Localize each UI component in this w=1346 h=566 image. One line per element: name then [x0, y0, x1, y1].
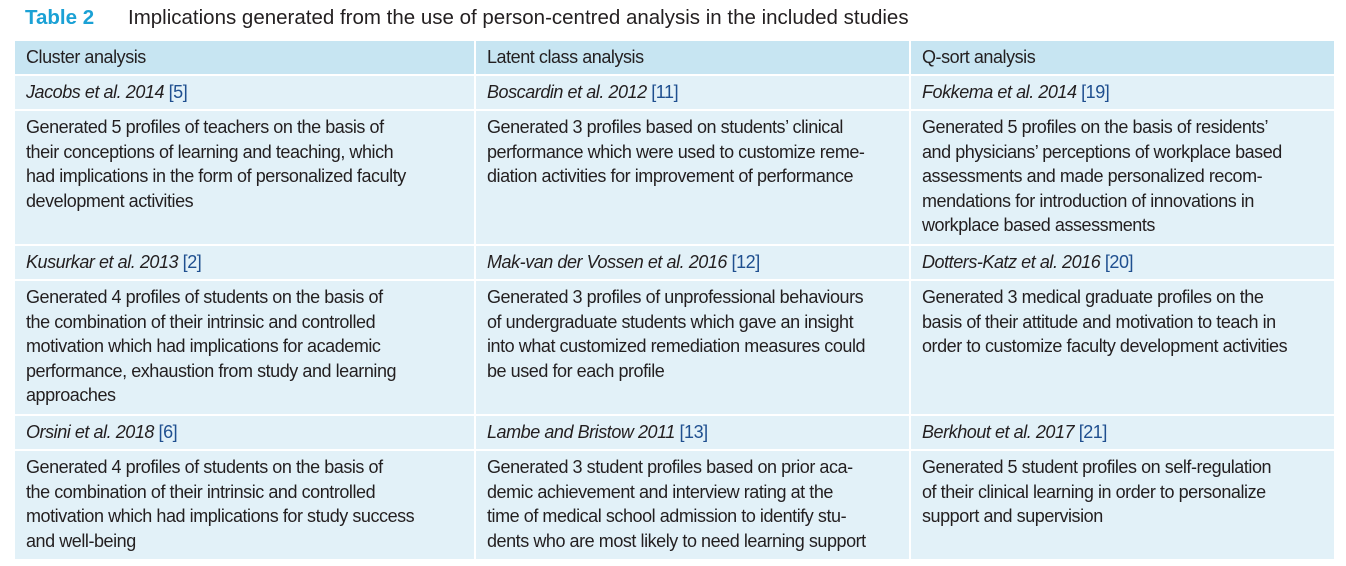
- citation-cell: Jacobs et al. 2014 [5]: [13, 74, 476, 111]
- author: Jacobs et al. 2014: [26, 82, 165, 102]
- text-line: into what customized remediation measure…: [487, 336, 866, 357]
- reference: [13]: [679, 421, 708, 442]
- author: Lambe and Bristow 2011: [487, 421, 675, 442]
- content-row: Generated 4 profiles of students on the …: [13, 278, 1336, 416]
- description-cell: Generated 5 student profiles on self-reg…: [909, 448, 1336, 562]
- text-line: demic achievement and interview rating a…: [487, 481, 833, 502]
- citation-row: Orsini et al. 2018 [6] Lambe and Bristow …: [13, 413, 1336, 451]
- content-row: Generated 5 profiles of teachers on the …: [13, 109, 1336, 246]
- text-line: diation activities for improvement of pe…: [487, 166, 854, 187]
- text-line: Generated 3 medical graduate profiles on…: [922, 286, 1264, 307]
- text-line: assessments and made personalized recom-: [922, 166, 1263, 187]
- text-line: Generated 5 profiles on the basis of res…: [922, 117, 1269, 137]
- text-line: Generated 3 profiles based on students’ …: [487, 117, 843, 137]
- author: Dotters-Katz et al. 2016: [922, 251, 1101, 272]
- text-line: Generated 3 profiles of unprofessional b…: [487, 286, 864, 307]
- reference: [5]: [168, 82, 188, 102]
- reference: [20]: [1104, 251, 1134, 272]
- author: Kusurkar et al. 2013: [26, 251, 179, 272]
- author: Orsini et al. 2018: [26, 421, 154, 442]
- reference: [11]: [651, 82, 679, 102]
- text-line: order to customize faculty development a…: [922, 336, 1288, 357]
- text-line: motivation which had implications for ac…: [26, 336, 381, 357]
- table-caption: Table 2 Implications generated from the u…: [25, 6, 909, 30]
- text-line: Generated 4 profiles of students on the …: [26, 286, 383, 307]
- description-cell: Generated 3 medical graduate profiles on…: [909, 278, 1336, 416]
- text-line: be used for each profile: [487, 360, 665, 381]
- description-cell: Generated 4 profiles of students on the …: [13, 278, 476, 416]
- text-line: Generated 3 student profiles based on pr…: [487, 456, 853, 477]
- citation-row: Jacobs et al. 2014 [5] Boscardin et al. 2…: [13, 74, 1336, 111]
- text-line: had implications in the form of personal…: [26, 166, 406, 187]
- text-line: the combination of their intrinsic and c…: [26, 481, 376, 502]
- description-cell: Generated 3 profiles based on students’ …: [474, 109, 911, 246]
- text-line: motivation which had implications for st…: [26, 506, 415, 527]
- citation-cell: Lambe and Bristow 2011 [13]: [474, 413, 911, 451]
- reference: [2]: [182, 251, 202, 272]
- description-cell: Generated 3 profiles of unprofessional b…: [474, 278, 911, 416]
- description-cell: Generated 3 student profiles based on pr…: [474, 448, 911, 562]
- citation-cell: Kusurkar et al. 2013 [2]: [13, 243, 476, 281]
- column-header: Cluster analysis: [13, 39, 476, 76]
- author: Berkhout et al. 2017: [922, 421, 1075, 442]
- text-line: development activities: [26, 190, 194, 211]
- author: Mak-van der Vossen et al. 2016: [487, 251, 727, 272]
- author: Fokkema et al. 2014: [922, 82, 1077, 102]
- citation-cell: Mak-van der Vossen et al. 2016 [12]: [474, 243, 911, 281]
- description-cell: Generated 5 profiles of teachers on the …: [13, 109, 476, 246]
- header-row: Cluster analysis Latent class analysis Q-s…: [13, 39, 1336, 76]
- content-row: Generated 4 profiles of students on the …: [13, 448, 1336, 562]
- reference: [19]: [1081, 82, 1110, 102]
- text-line: Generated 5 student profiles on self-reg…: [922, 456, 1272, 477]
- text-line: workplace based assessments: [922, 215, 1155, 236]
- text-line: mendations for introduction of innovatio…: [922, 190, 1254, 211]
- citation-cell: Dotters-Katz et al. 2016 [20]: [909, 243, 1336, 281]
- table-label: Table 2: [25, 6, 95, 29]
- text-line: time of medical school admission to iden…: [487, 506, 847, 527]
- reference: [12]: [731, 251, 761, 272]
- column-header: Q-sort analysis: [909, 39, 1336, 76]
- description-cell: Generated 4 profiles of students on the …: [13, 448, 476, 562]
- text-line: approaches: [26, 385, 116, 406]
- reference: [21]: [1078, 421, 1108, 442]
- text-line: and physicians’ perceptions of workplace…: [922, 141, 1282, 162]
- text-line: basis of their attitude and motivation t…: [922, 311, 1276, 332]
- reference: [6]: [158, 421, 178, 442]
- citation-cell: Fokkema et al. 2014 [19]: [909, 74, 1336, 111]
- text-line: Generated 4 profiles of students on the …: [26, 456, 383, 477]
- text-line: Generated 5 profiles of teachers on the …: [26, 117, 384, 137]
- text-line: their conceptions of learning and teachi…: [26, 141, 394, 162]
- description-cell: Generated 5 profiles on the basis of res…: [909, 109, 1336, 246]
- citation-cell: Boscardin et al. 2012 [11]: [474, 74, 911, 111]
- text-line: of undergraduate students which gave an …: [487, 311, 854, 332]
- text-line: dents who are most likely to need learni…: [487, 530, 866, 551]
- citation-row: Kusurkar et al. 2013 [2] Mak-van der Voss…: [13, 243, 1336, 281]
- text-line: support and supervision: [922, 506, 1103, 527]
- citation-cell: Berkhout et al. 2017 [21]: [909, 413, 1336, 451]
- citation-cell: Orsini et al. 2018 [6]: [13, 413, 476, 451]
- text-line: of their clinical learning in order to p…: [922, 481, 1266, 502]
- text-line: performance which were used to customize…: [487, 141, 865, 162]
- column-header: Latent class analysis: [474, 39, 911, 76]
- table-title: Implications generated from the use of p…: [128, 6, 909, 29]
- table: Cluster analysis Latent class analysis Q-s…: [13, 39, 1336, 562]
- author: Boscardin et al. 2012: [487, 82, 647, 102]
- text-line: performance, exhaustion from study and l…: [26, 360, 397, 381]
- text-line: the combination of their intrinsic and c…: [26, 311, 376, 332]
- text-line: and well-being: [26, 530, 136, 551]
